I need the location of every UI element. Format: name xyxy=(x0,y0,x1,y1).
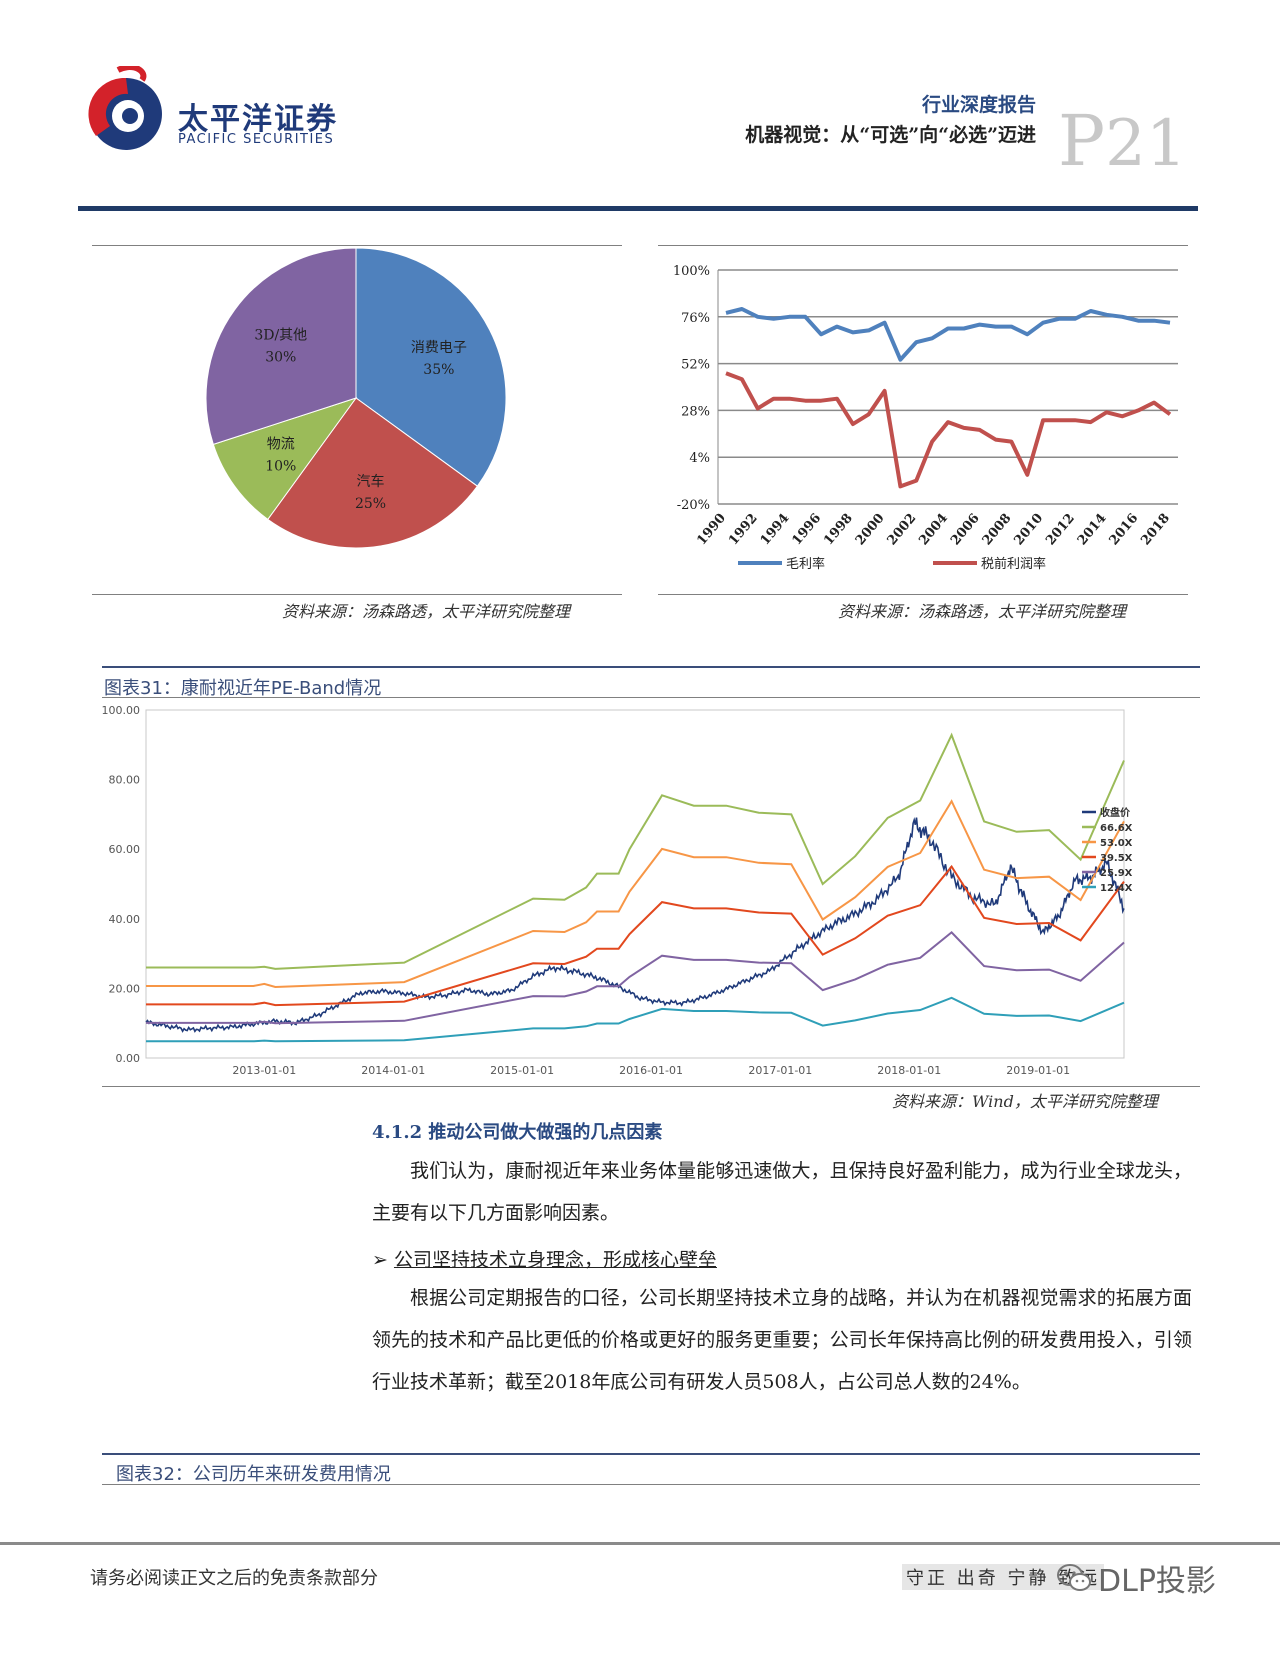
margin-y-tick-3: 28% xyxy=(681,404,710,419)
margin-x-tick-11: 2012 xyxy=(1043,511,1078,548)
pe-x-tick-0: 2013-01-01 xyxy=(232,1064,296,1077)
pe-band-line-1 xyxy=(146,732,1125,970)
pie-chart: 消费电子 35% 汽车 25% 物流 10% 3D/其他 30% xyxy=(205,248,507,549)
margin-y-tick-5: -20% xyxy=(677,498,710,513)
pe-y-tick-2: 60.00 xyxy=(109,843,141,856)
pie-slice-pct-3: 30% xyxy=(265,349,296,365)
footer-disclaimer: 请务必阅读正文之后的免责条款部分 xyxy=(90,1568,378,1589)
margin-x-tick-7: 2004 xyxy=(916,511,951,548)
pe-caption: 图表31：康耐视近年PE-Band情况 xyxy=(104,678,382,699)
pie-top-rule xyxy=(92,245,622,246)
bullet-text: 公司坚持技术立身理念，形成核心壁垒 xyxy=(393,1249,717,1271)
margin-y-tick-4: 4% xyxy=(689,451,710,466)
pe-x-tick-2: 2015-01-01 xyxy=(490,1064,554,1077)
header-rule xyxy=(78,206,1198,211)
page-number-value: 21 xyxy=(1105,107,1187,181)
page-number: P21 xyxy=(1058,100,1187,182)
margin-x-tick-2: 1994 xyxy=(758,511,793,548)
margin-x-tick-3: 1996 xyxy=(789,511,824,548)
pe-band-line-2 xyxy=(146,799,1125,989)
pe-legend-label-2: 53.0X xyxy=(1100,838,1133,849)
brand-name-en: PACIFIC SECURITIES xyxy=(178,132,335,147)
bullet-item: ➢ 公司坚持技术立身理念，形成核心壁垒 xyxy=(372,1245,717,1272)
pe-band-chart: 100.00 80.00 60.00 40.00 20.00 0.00 2013-01-01… xyxy=(102,704,1133,1077)
margin-y-tick-0: 100% xyxy=(673,264,710,279)
pe-band-line-3 xyxy=(146,864,1125,1007)
pie-slice-label-0: 消费电子 xyxy=(411,340,467,356)
margin-series-line-0 xyxy=(725,307,1171,362)
pie-slice-pct-2: 10% xyxy=(265,459,296,475)
pie-slice-label-2: 物流 xyxy=(267,437,295,453)
margin-chart: 100%76%52%28%4%-20%199019921994199619982… xyxy=(673,264,1178,572)
brand-name-cn: 太平洋证券 xyxy=(178,102,338,137)
wechat-icon xyxy=(1057,1564,1091,1591)
pe-legend-label-4: 25.9X xyxy=(1100,868,1133,879)
pe-legend-label-5: 12.4X xyxy=(1100,883,1133,894)
pie-slice-label-3: 3D/其他 xyxy=(254,327,307,343)
pe-legend-label-0: 收盘价 xyxy=(1100,806,1131,819)
margin-x-tick-4: 1998 xyxy=(821,511,856,548)
paragraph-1: 我们认为，康耐视近年来业务体量能够迅速做大，且保持良好盈利能力，成为行业全球龙头… xyxy=(372,1160,1192,1224)
margin-x-tick-8: 2006 xyxy=(948,511,983,548)
report-title: 机器视觉：从“可选”向“必选”迈进 xyxy=(745,124,1036,146)
margin-bottom-rule xyxy=(658,594,1188,595)
pe-bottom-rule xyxy=(102,1086,1200,1087)
watermark-text: DLP投影 xyxy=(1098,1564,1216,1599)
pe-y-tick-5: 0.00 xyxy=(116,1052,141,1065)
pe-x-tick-3: 2016-01-01 xyxy=(619,1064,683,1077)
pie-slice-pct-0: 35% xyxy=(423,362,454,378)
margin-x-tick-1: 1992 xyxy=(726,511,761,548)
pe-y-tick-0: 100.00 xyxy=(102,704,140,717)
margin-top-rule xyxy=(658,245,1188,246)
margin-legend-label-0: 毛利率 xyxy=(786,556,825,572)
page-prefix: P xyxy=(1058,100,1106,182)
margin-x-tick-6: 2002 xyxy=(885,511,920,548)
pe-caption-top-rule xyxy=(102,666,1200,668)
pe-x-tick-5: 2018-01-01 xyxy=(877,1064,941,1077)
margin-y-tick-2: 52% xyxy=(681,358,710,373)
margin-series-line-1 xyxy=(725,371,1172,489)
margin-legend-label-1: 税前利润率 xyxy=(981,556,1046,572)
pe-y-tick-4: 20.00 xyxy=(109,982,141,995)
paragraph-2: 根据公司定期报告的口径，公司长期坚持技术立身的战略，并认为在机器视觉需求的拓展方… xyxy=(372,1287,1192,1393)
margin-x-tick-10: 2010 xyxy=(1011,511,1046,548)
margin-x-tick-14: 2018 xyxy=(1138,511,1173,548)
pe-x-tick-6: 2019-01-01 xyxy=(1006,1064,1070,1077)
margin-x-tick-9: 2008 xyxy=(980,511,1015,548)
pe-y-tick-1: 80.00 xyxy=(109,774,141,787)
bullet-marker: ➢ xyxy=(372,1249,388,1271)
watermark: DLP投影 xyxy=(1056,1556,1216,1600)
section-heading: 4.1.2 推动公司做大做强的几点因素 xyxy=(372,1122,663,1143)
pe-band-line-4 xyxy=(146,931,1125,1025)
pe-y-tick-3: 40.00 xyxy=(109,913,141,926)
pe-legend-label-1: 66.6X xyxy=(1100,823,1133,834)
pe-band-line-5 xyxy=(146,996,1125,1043)
margin-x-tick-13: 2016 xyxy=(1107,511,1142,548)
pe-legend-label-3: 39.5X xyxy=(1100,853,1133,864)
pe-x-tick-4: 2017-01-01 xyxy=(748,1064,812,1077)
pie-slice-pct-1: 25% xyxy=(355,496,386,512)
pe-x-tick-1: 2014-01-01 xyxy=(361,1064,425,1077)
margin-y-tick-1: 76% xyxy=(681,311,710,326)
pe-source: 资料来源：Wind，太平洋研究院整理 xyxy=(892,1092,1158,1111)
pie-source: 资料来源：汤森路透，太平洋研究院整理 xyxy=(282,602,571,621)
margin-source: 资料来源：汤森路透，太平洋研究院整理 xyxy=(838,602,1127,621)
pie-slice-2 xyxy=(212,397,358,521)
pie-slice-0 xyxy=(355,248,507,487)
margin-x-tick-0: 1990 xyxy=(694,511,729,548)
pe-price-line xyxy=(145,816,1125,1033)
next-caption-bottom-rule xyxy=(102,1484,1200,1485)
pie-slice-label-1: 汽车 xyxy=(357,473,385,490)
pe-caption-bottom-rule xyxy=(102,697,1200,698)
pie-bottom-rule xyxy=(92,594,622,595)
report-type: 行业深度报告 xyxy=(921,94,1036,116)
footer-rule xyxy=(0,1542,1280,1545)
pie-slice-3 xyxy=(205,248,357,445)
pie-slice-1 xyxy=(267,397,479,549)
company-logo xyxy=(88,66,162,150)
next-caption: 图表32：公司历年来研发费用情况 xyxy=(116,1464,391,1485)
next-caption-top-rule xyxy=(102,1453,1200,1455)
margin-x-tick-12: 2014 xyxy=(1075,511,1110,548)
margin-x-tick-5: 2000 xyxy=(853,511,888,548)
